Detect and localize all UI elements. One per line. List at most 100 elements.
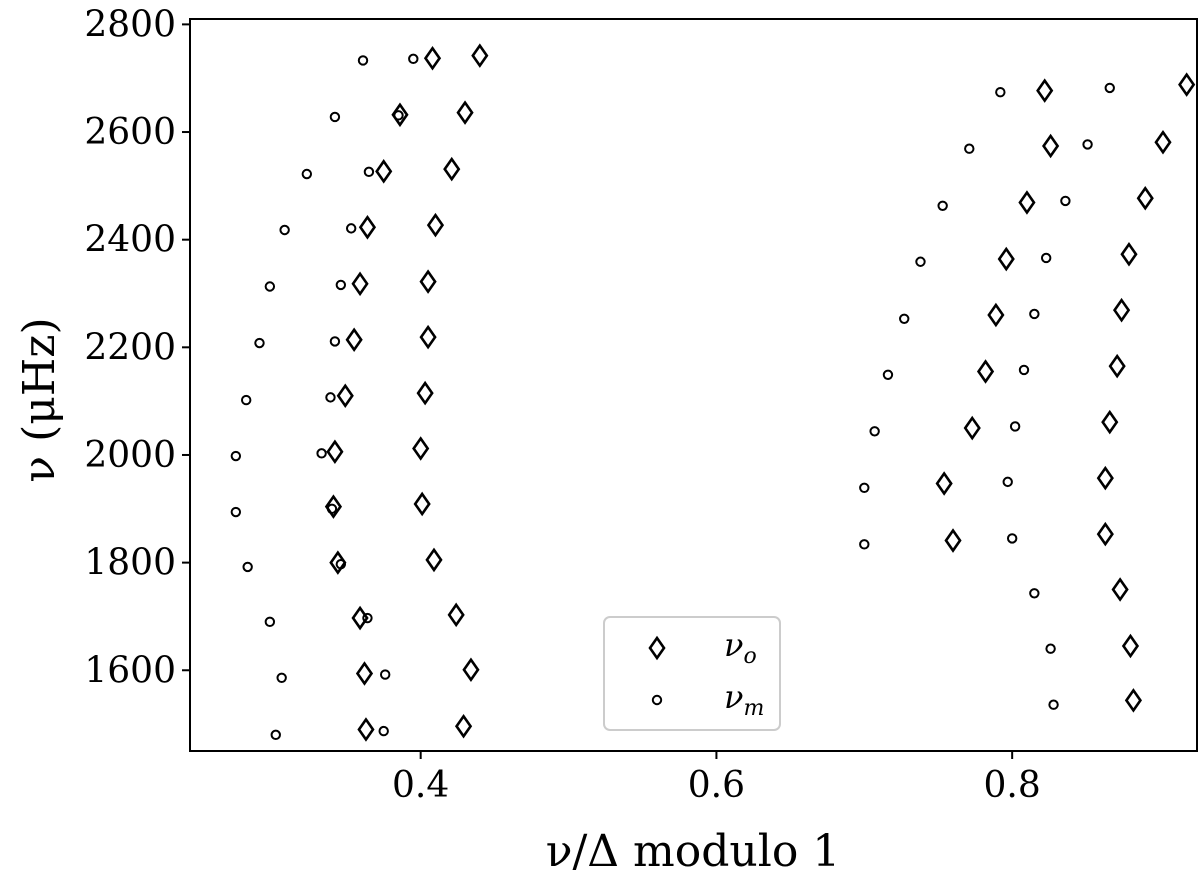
model-frequency-point	[937, 200, 948, 211]
observed-frequency-point	[1124, 688, 1143, 713]
model-frequency-point	[915, 256, 926, 267]
model-frequency-point	[345, 223, 357, 234]
observed-frequency-point	[1120, 241, 1138, 267]
model-frequency-point	[276, 672, 287, 683]
observed-frequency-point	[963, 415, 981, 441]
observed-frequency-point	[987, 302, 1005, 328]
observed-frequency-point	[1136, 185, 1154, 211]
model-frequency-point	[1040, 252, 1052, 264]
model-frequency-point	[1060, 195, 1071, 207]
observed-frequency-point	[413, 491, 431, 517]
legend: νo νm	[603, 616, 781, 731]
legend-circle-marker	[651, 694, 663, 706]
observed-frequency-point	[471, 43, 489, 68]
observed-frequency-point	[1101, 409, 1119, 435]
observed-frequency-point	[351, 605, 369, 631]
observed-frequency-point	[1096, 465, 1114, 491]
observed-frequency-point	[423, 46, 442, 71]
model-frequency-point	[859, 539, 870, 550]
observed-frequency-point	[1036, 78, 1054, 103]
observed-frequency-point	[1042, 133, 1060, 159]
observed-frequency-point	[1096, 521, 1114, 547]
model-frequency-point	[240, 394, 252, 406]
model-frequency-point	[995, 87, 1006, 98]
model-frequency-point	[379, 669, 391, 680]
y-tick-label: 1600	[84, 650, 176, 691]
model-frequency-point	[363, 166, 375, 178]
observed-frequency-point	[326, 439, 344, 465]
model-frequency-point	[1018, 364, 1030, 376]
model-frequency-point	[230, 450, 242, 462]
observed-frequency-point	[935, 471, 953, 496]
model-frequency-point	[1082, 139, 1093, 150]
model-frequency-point	[325, 392, 336, 403]
model-frequency-point	[882, 369, 894, 380]
y-tick-label: 2800	[84, 4, 176, 45]
model-frequency-point	[1009, 421, 1021, 432]
data-points	[230, 43, 1196, 742]
observed-frequency-point	[416, 380, 434, 406]
legend-label: νm	[724, 678, 764, 721]
model-frequency-point	[869, 426, 880, 437]
observed-frequency-point	[976, 359, 995, 384]
model-frequency-point	[899, 313, 910, 324]
y-tick-label: 1800	[84, 543, 176, 584]
model-frequency-point	[270, 729, 281, 741]
model-frequency-point	[378, 725, 389, 737]
x-tick-label: 0.8	[984, 765, 1041, 806]
model-frequency-point	[393, 110, 404, 121]
observed-frequency-point	[1111, 577, 1129, 602]
model-frequency-point	[408, 53, 419, 65]
legend-box	[603, 616, 781, 731]
observed-frequency-point	[462, 657, 480, 682]
observed-frequency-point	[357, 717, 375, 742]
model-frequency-point	[279, 224, 290, 236]
model-frequency-point	[357, 55, 369, 66]
observed-frequency-point	[351, 271, 369, 297]
x-tick-label: 0.4	[392, 765, 449, 806]
x-tick-label: 0.6	[688, 765, 745, 806]
observed-frequency-point	[419, 269, 437, 294]
observed-frequency-point	[336, 383, 354, 409]
model-frequency-point	[859, 482, 870, 494]
y-tick-label: 2000	[84, 435, 176, 476]
legend-diamond-marker	[648, 635, 666, 661]
observed-frequency-point	[419, 324, 437, 350]
plot-area-frame	[189, 18, 1198, 752]
model-frequency-point	[329, 336, 341, 347]
observed-frequency-point	[412, 436, 430, 461]
x-axis: 0.4 0.6 0.8	[392, 751, 1041, 806]
observed-frequency-point	[355, 661, 374, 686]
observed-frequency-point	[443, 156, 461, 182]
observed-frequency-point	[425, 547, 443, 573]
observed-frequency-point	[944, 528, 962, 553]
model-frequency-point	[1045, 643, 1056, 654]
observed-frequency-point	[375, 159, 393, 184]
legend-label: νo	[724, 626, 757, 669]
model-frequency-point	[335, 559, 347, 570]
model-frequency-point	[254, 337, 265, 349]
model-frequency-point	[230, 506, 242, 518]
observed-frequency-point	[1112, 297, 1131, 323]
y-tick-label: 2200	[84, 327, 176, 368]
model-frequency-point	[1048, 699, 1059, 710]
model-frequency-point	[964, 143, 975, 154]
model-frequency-point	[301, 168, 313, 180]
y-tick-label: 2600	[84, 112, 176, 153]
model-frequency-point	[1002, 476, 1013, 488]
observed-frequency-point	[454, 713, 473, 739]
observed-frequency-point	[1178, 72, 1196, 97]
model-frequency-point	[264, 281, 276, 292]
model-frequency-point	[1029, 588, 1040, 599]
observed-frequency-point	[1154, 129, 1172, 155]
observed-frequency-point	[358, 215, 377, 240]
y-tick-label: 2400	[84, 220, 176, 261]
y-axis-title: ν (μHz)	[14, 317, 65, 482]
observed-frequency-point	[329, 550, 347, 575]
observed-frequency-point	[324, 494, 343, 519]
model-frequency-point	[326, 503, 338, 514]
model-frequency-point	[329, 111, 341, 123]
model-frequency-point	[242, 561, 253, 573]
observed-frequency-point	[1108, 353, 1126, 379]
